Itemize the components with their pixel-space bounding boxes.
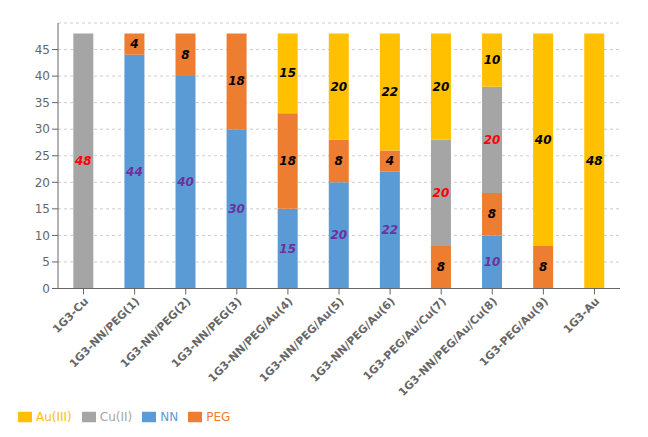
svg-text:22: 22 bbox=[382, 85, 399, 99]
html-text:PEG: PEG bbox=[206, 409, 231, 424]
svg-text:1G3-NN/PEG/Au(5): 1G3-NN/PEG/Au(5) bbox=[257, 295, 347, 385]
svg-text:1G3-PEG/Au/Cu(7): 1G3-PEG/Au/Cu(7) bbox=[361, 295, 449, 383]
svg-text:15: 15 bbox=[279, 242, 296, 256]
svg-text:1G3-NN/PEG(3): 1G3-NN/PEG(3) bbox=[169, 295, 245, 371]
svg-text:5: 5 bbox=[42, 255, 50, 269]
svg-text:20: 20 bbox=[330, 80, 347, 94]
svg-text:40: 40 bbox=[35, 69, 50, 83]
svg-text:1G3-NN/PEG/Au/Cu(8): 1G3-NN/PEG/Au/Cu(8) bbox=[396, 295, 500, 399]
svg-text:20: 20 bbox=[484, 133, 501, 147]
svg-text:30: 30 bbox=[228, 202, 245, 216]
svg-text:20: 20 bbox=[433, 186, 450, 200]
svg-text:40: 40 bbox=[176, 175, 194, 189]
svg-text:1G3-PEG/Au(9): 1G3-PEG/Au(9) bbox=[477, 295, 551, 369]
html-text:Au(III): Au(III) bbox=[36, 409, 72, 424]
svg-text:15: 15 bbox=[35, 202, 50, 216]
svg-text:18: 18 bbox=[228, 74, 245, 88]
svg-text:8: 8 bbox=[539, 260, 547, 274]
svg-text:4: 4 bbox=[129, 37, 138, 51]
svg-text:20: 20 bbox=[433, 80, 450, 94]
svg-text:18: 18 bbox=[279, 154, 296, 168]
svg-text:8: 8 bbox=[181, 48, 189, 62]
svg-text:48: 48 bbox=[74, 154, 92, 168]
svg-text:10: 10 bbox=[35, 229, 50, 243]
svg-text:22: 22 bbox=[382, 223, 399, 237]
svg-text:44: 44 bbox=[125, 165, 143, 179]
svg-text:10: 10 bbox=[484, 53, 501, 67]
svg-text:25: 25 bbox=[35, 149, 50, 163]
svg-text:1G3-NN/PEG/Au(4): 1G3-NN/PEG/Au(4) bbox=[206, 295, 296, 385]
html-text:NN: NN bbox=[160, 409, 179, 424]
svg-text:1G3-NN/PEG/Au(6): 1G3-NN/PEG/Au(6) bbox=[308, 295, 398, 385]
svg-text:20: 20 bbox=[35, 176, 50, 190]
svg-text:15: 15 bbox=[279, 66, 296, 80]
svg-text:1G3-Au: 1G3-Au bbox=[561, 295, 602, 336]
svg-text:8: 8 bbox=[335, 154, 343, 168]
svg-text:20: 20 bbox=[330, 228, 347, 242]
svg-text:1G3-Cu: 1G3-Cu bbox=[50, 295, 91, 336]
svg-text:1G3-NN/PEG(2): 1G3-NN/PEG(2) bbox=[118, 295, 194, 371]
svg-text:48: 48 bbox=[585, 154, 603, 168]
svg-text:10: 10 bbox=[484, 255, 501, 269]
svg-text:8: 8 bbox=[437, 260, 445, 274]
svg-text:0: 0 bbox=[42, 282, 50, 296]
svg-text:30: 30 bbox=[35, 122, 50, 136]
svg-text:35: 35 bbox=[35, 96, 50, 110]
svg-text:8: 8 bbox=[488, 207, 496, 221]
html-text:Cu(II): Cu(II) bbox=[99, 409, 133, 424]
svg-text:45: 45 bbox=[35, 43, 50, 57]
svg-text:1G3-NN/PEG(1): 1G3-NN/PEG(1) bbox=[66, 295, 143, 371]
svg-text:4: 4 bbox=[385, 154, 394, 168]
svg-text:40: 40 bbox=[534, 133, 552, 147]
